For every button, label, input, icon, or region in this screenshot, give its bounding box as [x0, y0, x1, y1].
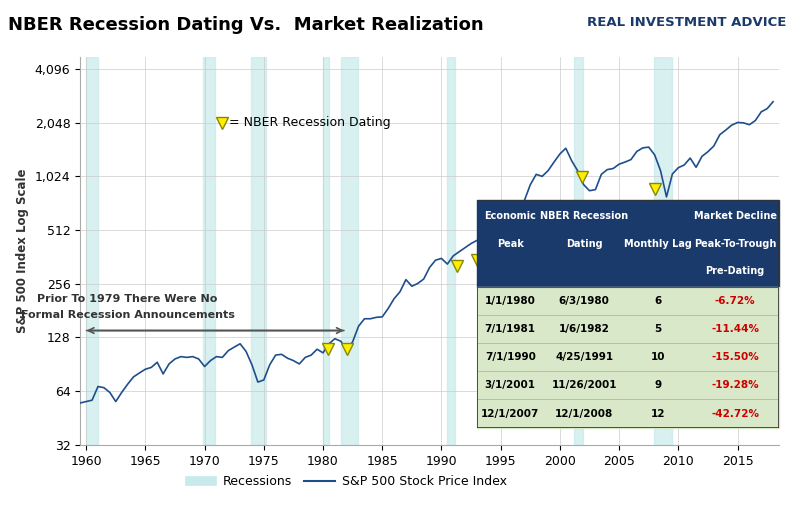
Text: -11.44%: -11.44% — [711, 324, 759, 334]
Text: -6.72%: -6.72% — [715, 296, 756, 306]
Text: 10: 10 — [651, 352, 665, 362]
Text: -19.28%: -19.28% — [711, 380, 759, 390]
Text: 12/1/2008: 12/1/2008 — [555, 408, 613, 418]
Bar — [477, 287, 779, 315]
Bar — [477, 200, 779, 287]
Text: 12/1/2007: 12/1/2007 — [481, 408, 539, 418]
Text: 11/26/2001: 11/26/2001 — [552, 380, 617, 390]
Bar — [477, 371, 779, 400]
Bar — [86, 57, 98, 445]
Text: NBER Recession Dating Vs.  Market Realization: NBER Recession Dating Vs. Market Realiza… — [8, 16, 484, 34]
Bar — [574, 57, 583, 445]
Text: Prior To 1979 There Were No: Prior To 1979 There Were No — [37, 294, 218, 304]
Text: 7/1/1981: 7/1/1981 — [484, 324, 536, 334]
Text: Economic: Economic — [484, 211, 536, 221]
Text: 1/6/1982: 1/6/1982 — [559, 324, 610, 334]
Text: NBER Recession: NBER Recession — [540, 211, 628, 221]
Bar — [653, 57, 673, 445]
Text: 4/25/1991: 4/25/1991 — [555, 352, 613, 362]
Text: 9: 9 — [654, 380, 661, 390]
Text: Peak: Peak — [497, 239, 524, 249]
Text: Formal Recession Announcements: Formal Recession Announcements — [21, 310, 234, 321]
Text: Dating: Dating — [566, 239, 603, 249]
Bar — [251, 57, 266, 445]
Text: 5: 5 — [654, 324, 662, 334]
Bar — [477, 400, 779, 428]
Text: 1/1/1980: 1/1/1980 — [485, 296, 536, 306]
Y-axis label: S&P 500 Index Log Scale: S&P 500 Index Log Scale — [16, 169, 29, 333]
Bar — [477, 315, 779, 343]
Bar — [341, 57, 357, 445]
Bar — [477, 343, 779, 371]
Text: -42.72%: -42.72% — [711, 408, 759, 418]
Text: = NBER Recession Dating: = NBER Recession Dating — [229, 116, 391, 129]
Text: Pre-Dating: Pre-Dating — [706, 266, 765, 276]
Text: Monthly Lag: Monthly Lag — [624, 239, 692, 249]
Text: -15.50%: -15.50% — [711, 352, 759, 362]
Text: Peak-To-Trough: Peak-To-Trough — [694, 239, 777, 249]
Legend: Recessions, S&P 500 Stock Price Index: Recessions, S&P 500 Stock Price Index — [180, 470, 511, 493]
Text: 6: 6 — [654, 296, 662, 306]
Text: 7/1/1990: 7/1/1990 — [485, 352, 536, 362]
Bar — [202, 57, 215, 445]
Text: Market Decline: Market Decline — [694, 211, 777, 221]
Text: REAL INVESTMENT ADVICE: REAL INVESTMENT ADVICE — [587, 16, 786, 29]
Text: 3/1/2001: 3/1/2001 — [484, 380, 536, 390]
Text: 12: 12 — [651, 408, 665, 418]
Text: 6/3/1980: 6/3/1980 — [559, 296, 610, 306]
Bar — [323, 57, 329, 445]
Bar — [447, 57, 455, 445]
